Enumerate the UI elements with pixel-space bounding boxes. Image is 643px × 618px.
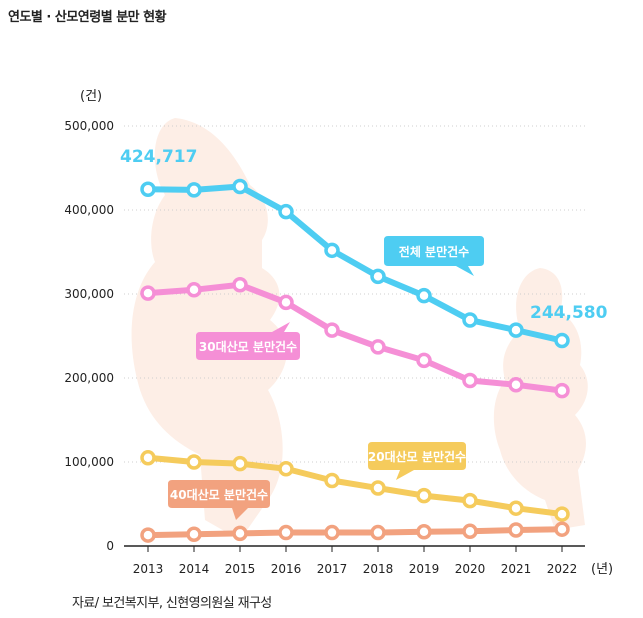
point-age20 xyxy=(462,492,478,509)
y-tick-label: 200,000 xyxy=(64,371,114,385)
x-tick-label: 2018 xyxy=(363,562,394,576)
point-total xyxy=(416,287,432,304)
y-tick-label: 500,000 xyxy=(64,119,114,133)
x-tick-label: 2022 xyxy=(547,562,578,576)
y-tick-label: 100,000 xyxy=(64,455,114,469)
callout-total: 전체 분만건수 xyxy=(384,236,484,276)
series-line-age30 xyxy=(145,281,565,394)
point-total xyxy=(462,312,478,328)
point-age40 xyxy=(462,523,478,540)
point-age20 xyxy=(232,455,248,472)
point-age40 xyxy=(232,525,248,542)
x-tick-label: 2021 xyxy=(501,562,532,576)
callout-total-label: 전체 분만건수 xyxy=(399,244,469,259)
x-tick-label: 2015 xyxy=(225,562,256,576)
grid-lines: 0 100,000 200,000 300,000 400,000 500,000 xyxy=(64,119,585,553)
point-age20 xyxy=(140,450,156,466)
y-tick-label: 0 xyxy=(106,539,114,553)
point-age40 xyxy=(278,524,294,541)
series-layer xyxy=(140,178,570,543)
y-tick-label: 400,000 xyxy=(64,203,114,217)
point-total xyxy=(370,268,386,285)
point-total xyxy=(186,182,202,198)
callout-age40: 40대산모 분만건수 xyxy=(168,480,270,520)
point-age30 xyxy=(324,322,340,338)
point-total xyxy=(140,181,156,197)
point-age20 xyxy=(416,487,432,504)
series-line-age20 xyxy=(145,454,565,518)
point-age30 xyxy=(278,294,294,311)
point-age30 xyxy=(232,277,248,293)
point-age30 xyxy=(554,382,570,399)
y-axis-label: (건) xyxy=(80,89,102,104)
point-total xyxy=(324,242,340,259)
pregnant-silhouette-left xyxy=(131,118,287,540)
x-tick-label: 2020 xyxy=(455,562,486,576)
point-age40 xyxy=(554,521,570,537)
point-age30 xyxy=(140,285,156,301)
source-note: 자료/ 보건복지부, 신현영의원실 재구성 xyxy=(72,596,272,611)
annotation-total-2013: 424,717 xyxy=(120,147,197,167)
point-age40 xyxy=(416,523,432,540)
x-tick-label: 2017 xyxy=(317,562,348,576)
point-age40 xyxy=(324,524,340,541)
annotation-total-2022: 244,580 xyxy=(530,303,608,323)
callout-age20-label: 20대산모 분만건수 xyxy=(368,449,466,464)
point-total xyxy=(278,203,294,220)
point-age20 xyxy=(186,454,202,470)
callout-age30-label: 30대산모 분만건수 xyxy=(199,339,297,354)
point-age30 xyxy=(462,372,478,389)
series-line-total xyxy=(145,183,565,344)
page-title: 연도별 · 산모연령별 분만 현황 xyxy=(8,10,167,25)
point-age40 xyxy=(370,524,386,541)
x-tick-label: 2019 xyxy=(409,562,440,576)
point-age20 xyxy=(554,506,570,522)
x-tick-label: 2013 xyxy=(133,562,164,576)
x-tick-label: 2014 xyxy=(179,562,210,576)
point-age40 xyxy=(508,522,524,538)
point-age30 xyxy=(416,352,432,369)
series-line-age40 xyxy=(145,526,565,539)
point-age40 xyxy=(140,527,156,543)
axes: 2013 2014 2015 2016 2017 2018 2019 2020 2021 2022 xyxy=(124,545,585,576)
callout-age30: 30대산모 분만건수 xyxy=(196,322,300,360)
point-age20 xyxy=(508,500,524,516)
point-total xyxy=(232,178,248,195)
point-age20 xyxy=(370,480,386,496)
point-age40 xyxy=(186,526,202,542)
point-age30 xyxy=(370,339,386,355)
point-total xyxy=(508,322,524,338)
point-total xyxy=(554,332,570,349)
point-age20 xyxy=(278,460,294,477)
callout-age40-label: 40대산모 분만건수 xyxy=(170,487,268,502)
y-tick-label: 300,000 xyxy=(64,287,114,301)
point-age30 xyxy=(508,376,524,393)
callout-age20: 20대산모 분만건수 xyxy=(368,442,466,480)
point-age20 xyxy=(324,472,340,489)
x-axis-label: (년) xyxy=(591,562,613,577)
point-age30 xyxy=(186,282,202,298)
x-tick-label: 2016 xyxy=(271,562,302,576)
